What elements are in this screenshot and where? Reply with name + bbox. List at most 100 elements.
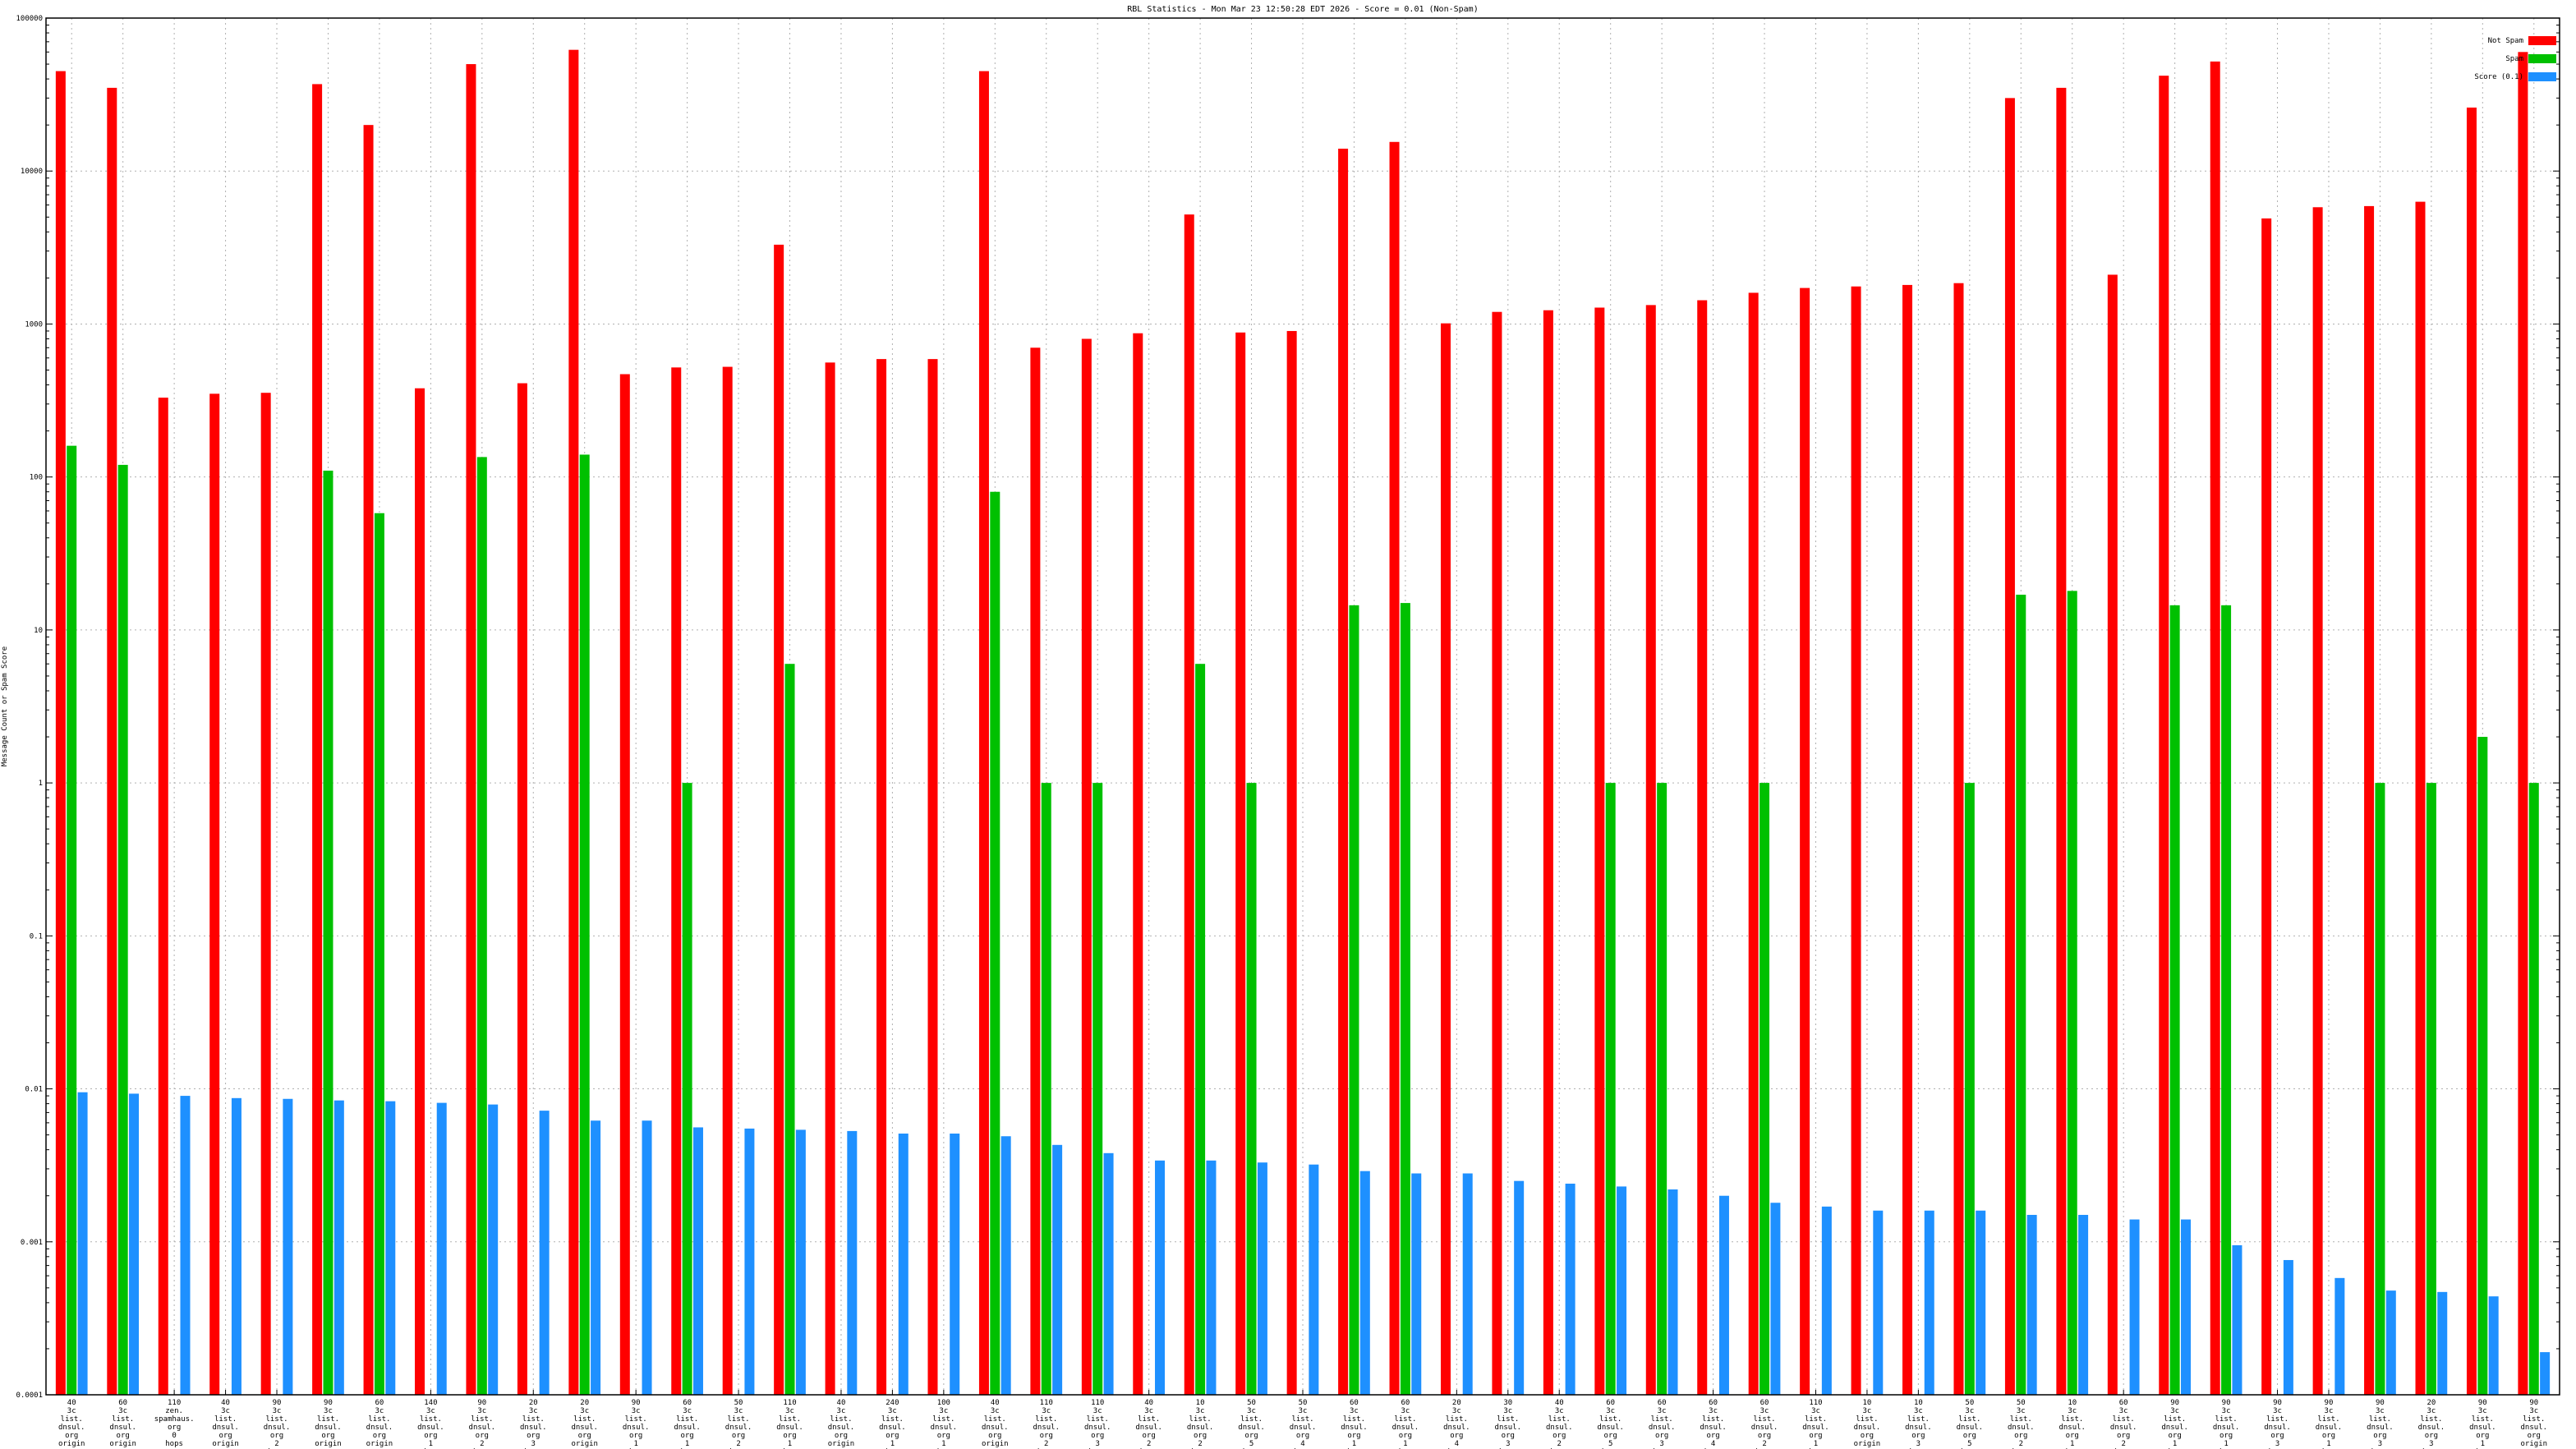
bar-not-spam: [2159, 76, 2169, 1396]
bar-score-0-1: [1668, 1189, 1678, 1395]
bar-score-0-1: [1976, 1210, 1986, 1395]
bar-score-0-1: [180, 1096, 191, 1395]
y-tick-label: 1000: [25, 320, 43, 329]
legend-swatch: [2528, 54, 2556, 63]
bar-score-0-1: [950, 1134, 960, 1395]
bar-marks: [55, 49, 2551, 1396]
x-tick-label: 90 3c list. dnsul. org origin: [315, 1399, 342, 1448]
plot-frame: [45, 17, 2560, 1396]
bar-score-0-1: [1103, 1152, 1114, 1395]
bar-score-0-1: [231, 1097, 242, 1395]
bar-score-0-1: [283, 1098, 293, 1395]
bar-not-spam: [363, 125, 374, 1396]
y-tick-label: 1: [39, 780, 43, 788]
bar-not-spam: [55, 71, 66, 1395]
bar-score-0-1: [2078, 1214, 2089, 1395]
bar-score-0-1: [2334, 1277, 2345, 1395]
bar-not-spam: [260, 393, 271, 1396]
bar-score-0-1: [1462, 1173, 1473, 1395]
bar-not-spam: [1440, 323, 1451, 1396]
bar-not-spam: [671, 367, 682, 1395]
legend-swatch: [2528, 36, 2556, 45]
x-tick-label: 20 3c list. dnsul. org origin: [571, 1399, 598, 1448]
bar-score-0-1: [1052, 1144, 1063, 1395]
bar-spam: [1092, 783, 1103, 1395]
bar-not-spam: [209, 393, 220, 1395]
y-tick-label: 100: [30, 474, 43, 482]
x-tick-label: 40 3c list. dnsul. org origin: [58, 1399, 85, 1448]
y-tick-label: 0.0001: [16, 1392, 43, 1400]
bar-not-spam: [1953, 283, 1964, 1395]
bar-score-0-1: [642, 1120, 652, 1395]
bar-not-spam: [1338, 149, 1349, 1396]
bar-not-spam: [825, 362, 835, 1396]
bar-not-spam: [619, 374, 630, 1396]
bar-score-0-1: [129, 1093, 140, 1395]
bar-not-spam: [2210, 61, 2220, 1396]
bar-score-0-1: [1359, 1171, 1370, 1395]
bar-spam: [1195, 664, 1206, 1395]
bar-score-0-1: [1155, 1160, 1166, 1395]
bar-spam: [1657, 783, 1668, 1395]
bar-score-0-1: [2488, 1296, 2499, 1395]
bar-score-0-1: [795, 1129, 806, 1395]
bar-spam: [1964, 783, 1975, 1395]
bar-not-spam: [2415, 201, 2426, 1395]
bar-score-0-1: [1000, 1136, 1011, 1395]
y-axis-label: Message Count or Spam Score: [1, 646, 9, 766]
bar-spam: [2016, 594, 2026, 1395]
bar-not-spam: [2364, 205, 2375, 1396]
y-tick-label: 100000: [16, 15, 43, 23]
x-tick-label: 90 3c list. dnsul. org origin: [2521, 1399, 2548, 1448]
y-tick-label: 0.01: [25, 1086, 43, 1094]
bar-not-spam: [876, 359, 887, 1395]
bar-score-0-1: [2540, 1352, 2551, 1395]
bar-not-spam: [1184, 214, 1194, 1396]
bar-not-spam: [2312, 207, 2323, 1395]
bar-score-0-1: [77, 1092, 88, 1395]
bar-score-0-1: [2437, 1291, 2448, 1395]
x-tick-label: 40 3c list. dnsul. org origin: [982, 1399, 1009, 1448]
bar-not-spam: [1389, 141, 1400, 1396]
bar-not-spam: [568, 49, 579, 1396]
bar-not-spam: [2466, 107, 2477, 1396]
bar-score-0-1: [539, 1111, 550, 1395]
legend-label: Spam: [2505, 55, 2523, 63]
bar-spam: [1605, 783, 1616, 1395]
bar-not-spam: [517, 383, 527, 1395]
bar-score-0-1: [692, 1127, 703, 1395]
bar-score-0-1: [2026, 1214, 2037, 1395]
bar-not-spam: [774, 244, 784, 1395]
bar-spam: [2375, 783, 2385, 1395]
bar-score-0-1: [1514, 1180, 1525, 1395]
bar-not-spam: [1748, 292, 1759, 1396]
legend-label: Score (0.1): [2474, 73, 2523, 81]
bar-not-spam: [2107, 274, 2118, 1395]
bar-not-spam: [107, 87, 117, 1395]
bar-spam: [2528, 783, 2539, 1395]
bar-not-spam: [312, 84, 323, 1396]
bar-spam: [2221, 605, 2232, 1395]
bar-spam: [2067, 591, 2077, 1395]
bar-not-spam: [1081, 338, 1092, 1396]
bar-not-spam: [1133, 333, 1143, 1396]
bar-not-spam: [1594, 307, 1605, 1396]
bar-score-0-1: [488, 1104, 499, 1395]
bar-not-spam: [466, 64, 476, 1395]
bar-score-0-1: [591, 1120, 601, 1395]
bar-not-spam: [1800, 288, 1810, 1396]
bar-not-spam: [2004, 98, 2015, 1396]
bar-score-0-1: [1411, 1173, 1422, 1395]
bar-score-0-1: [2232, 1244, 2242, 1395]
bar-spam: [682, 783, 692, 1395]
x-tick-label: 40 3c list. dnsul. org origin: [212, 1399, 239, 1448]
legend: Not Spam Spam Score (0.1): [2474, 36, 2556, 81]
bar-not-spam: [2518, 52, 2528, 1396]
bar-not-spam: [1492, 311, 1502, 1396]
bar-spam: [117, 464, 128, 1395]
bar-score-0-1: [2129, 1219, 2140, 1395]
bar-not-spam: [927, 359, 938, 1395]
bar-not-spam: [415, 388, 426, 1395]
bar-not-spam: [1235, 332, 1246, 1396]
bar-score-0-1: [1821, 1206, 1832, 1395]
